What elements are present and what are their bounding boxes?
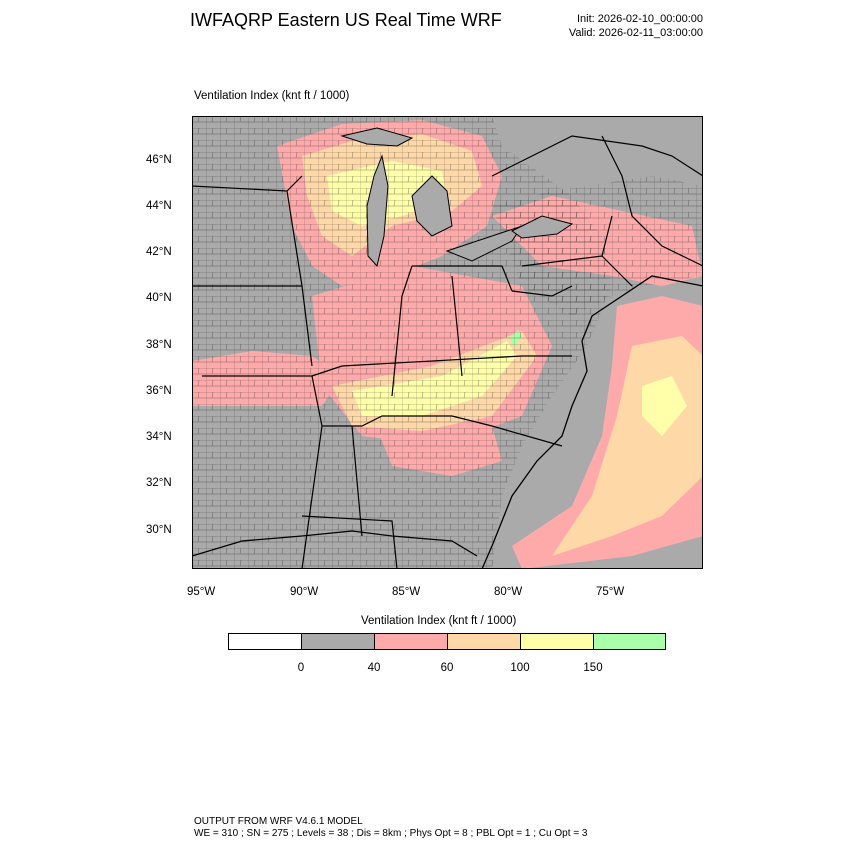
lat-label-44n: 44°N [146, 200, 172, 212]
colorbar-title: Ventilation Index (knt ft / 1000) [361, 615, 517, 627]
colorbar-tick-100: 100 [510, 662, 530, 674]
lat-label-46n: 46°N [146, 154, 172, 166]
lat-label-36n: 36°N [146, 385, 172, 397]
colorbar-box-60-100 [447, 633, 521, 650]
colorbar-tick-0: 0 [297, 662, 305, 674]
figure-title: IWFAQRP Eastern US Real Time WRF [190, 10, 502, 30]
great-lakes [340, 127, 574, 268]
lat-label-32n: 32°N [146, 477, 172, 489]
lat-label-38n: 38°N [146, 339, 172, 351]
lon-label-85w: 85°W [392, 586, 421, 598]
county-lines-northeast [492, 176, 703, 316]
state-borders [192, 135, 703, 569]
coastline [192, 275, 703, 569]
colorbar-box-above-150 [593, 633, 666, 650]
colorbar-box-40-60 [374, 633, 448, 650]
colorbar-tick-150: 150 [583, 662, 603, 674]
lat-label-34n: 34°N [146, 431, 172, 443]
lon-label-80w: 80°W [494, 586, 523, 598]
colorbar-box-100-150 [520, 633, 594, 650]
model-output-line: OUTPUT FROM WRF V4.6.1 MODEL [194, 816, 363, 827]
lon-label-95w: 95°W [187, 586, 216, 598]
colorbar-tick-40: 40 [367, 662, 381, 674]
colorbar-box-below-0 [228, 633, 302, 650]
model-config-line: WE = 310 ; SN = 275 ; Levels = 38 ; Dis … [194, 828, 588, 839]
valid-time: Valid: 2026-02-11_03:00:00 [568, 27, 703, 39]
lat-label-30n: 30°N [146, 524, 172, 536]
field-subtitle: Ventilation Index (knt ft / 1000) [194, 90, 350, 102]
lat-label-40n: 40°N [146, 292, 172, 304]
ventilation-index-map [192, 116, 703, 569]
colorbar-box-0-40 [301, 633, 375, 650]
lat-label-42n: 42°N [146, 246, 172, 258]
map-frame [192, 116, 703, 569]
lon-label-90w: 90°W [290, 586, 319, 598]
init-time: Init: 2026-02-10_00:00:00 [577, 13, 703, 25]
lon-label-75w: 75°W [596, 586, 625, 598]
colorbar-tick-60: 60 [440, 662, 454, 674]
